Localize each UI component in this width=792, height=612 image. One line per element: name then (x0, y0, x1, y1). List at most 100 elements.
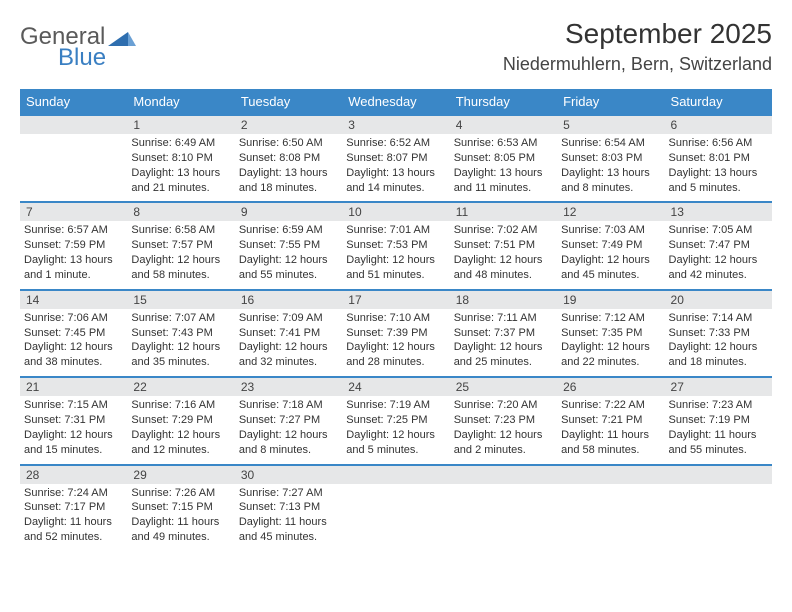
day-number: 7 (20, 202, 127, 221)
daynum-row: 14151617181920 (20, 290, 772, 309)
day-cell: Sunrise: 6:53 AMSunset: 8:05 PMDaylight:… (450, 134, 557, 202)
calendar-table: Sunday Monday Tuesday Wednesday Thursday… (20, 89, 772, 551)
sunset-text: Sunset: 7:23 PM (454, 413, 553, 428)
sunrise-text: Sunrise: 7:06 AM (24, 311, 123, 326)
daylight-text: Daylight: 11 hours and 49 minutes. (131, 515, 230, 545)
sunrise-text: Sunrise: 7:24 AM (24, 486, 123, 501)
day-cell: Sunrise: 7:18 AMSunset: 7:27 PMDaylight:… (235, 396, 342, 464)
sunrise-text: Sunrise: 7:11 AM (454, 311, 553, 326)
sunset-text: Sunset: 7:55 PM (239, 238, 338, 253)
day-number: 4 (450, 115, 557, 134)
day-number: 13 (665, 202, 772, 221)
daylight-text: Daylight: 12 hours and 25 minutes. (454, 340, 553, 370)
daylight-text: Daylight: 12 hours and 12 minutes. (131, 428, 230, 458)
sunset-text: Sunset: 8:08 PM (239, 151, 338, 166)
daynum-row: 282930 (20, 465, 772, 484)
day-number: 11 (450, 202, 557, 221)
day-cell: Sunrise: 7:27 AMSunset: 7:13 PMDaylight:… (235, 484, 342, 551)
weekday-header: Thursday (450, 89, 557, 115)
daynum-row: 123456 (20, 115, 772, 134)
sunset-text: Sunset: 7:43 PM (131, 326, 230, 341)
sunset-text: Sunset: 7:59 PM (24, 238, 123, 253)
day-cell: Sunrise: 6:54 AMSunset: 8:03 PMDaylight:… (557, 134, 664, 202)
location-label: Niedermuhlern, Bern, Switzerland (503, 54, 772, 75)
day-cell: Sunrise: 7:16 AMSunset: 7:29 PMDaylight:… (127, 396, 234, 464)
sunset-text: Sunset: 7:49 PM (561, 238, 660, 253)
daylight-text: Daylight: 12 hours and 8 minutes. (239, 428, 338, 458)
daylight-text: Daylight: 13 hours and 21 minutes. (131, 166, 230, 196)
day-number: 17 (342, 290, 449, 309)
day-cell: Sunrise: 7:20 AMSunset: 7:23 PMDaylight:… (450, 396, 557, 464)
daylight-text: Daylight: 12 hours and 38 minutes. (24, 340, 123, 370)
daylight-text: Daylight: 12 hours and 28 minutes. (346, 340, 445, 370)
daylight-text: Daylight: 11 hours and 52 minutes. (24, 515, 123, 545)
brand-word2: Blue (58, 45, 106, 70)
daylight-text: Daylight: 13 hours and 11 minutes. (454, 166, 553, 196)
day-number: 29 (127, 465, 234, 484)
sunset-text: Sunset: 7:31 PM (24, 413, 123, 428)
weekday-header-row: Sunday Monday Tuesday Wednesday Thursday… (20, 89, 772, 115)
day-cell: Sunrise: 6:56 AMSunset: 8:01 PMDaylight:… (665, 134, 772, 202)
day-number: 28 (20, 465, 127, 484)
day-cell: Sunrise: 7:23 AMSunset: 7:19 PMDaylight:… (665, 396, 772, 464)
day-number: 6 (665, 115, 772, 134)
sunset-text: Sunset: 7:25 PM (346, 413, 445, 428)
day-number: 30 (235, 465, 342, 484)
day-number (557, 465, 664, 484)
sunset-text: Sunset: 7:41 PM (239, 326, 338, 341)
sunrise-text: Sunrise: 7:20 AM (454, 398, 553, 413)
day-number: 3 (342, 115, 449, 134)
month-title: September 2025 (503, 18, 772, 50)
day-cell: Sunrise: 6:58 AMSunset: 7:57 PMDaylight:… (127, 221, 234, 289)
day-number: 24 (342, 377, 449, 396)
day-number: 12 (557, 202, 664, 221)
brand-mark-icon (108, 28, 136, 53)
day-number: 25 (450, 377, 557, 396)
weekday-header: Tuesday (235, 89, 342, 115)
day-cell: Sunrise: 7:01 AMSunset: 7:53 PMDaylight:… (342, 221, 449, 289)
sunrise-text: Sunrise: 7:05 AM (669, 223, 768, 238)
daylight-text: Daylight: 12 hours and 5 minutes. (346, 428, 445, 458)
sunrise-text: Sunrise: 6:59 AM (239, 223, 338, 238)
weekday-header: Friday (557, 89, 664, 115)
weekday-header: Sunday (20, 89, 127, 115)
day-number: 5 (557, 115, 664, 134)
sunrise-text: Sunrise: 7:14 AM (669, 311, 768, 326)
day-cell: Sunrise: 6:50 AMSunset: 8:08 PMDaylight:… (235, 134, 342, 202)
daylight-text: Daylight: 11 hours and 45 minutes. (239, 515, 338, 545)
sunrise-text: Sunrise: 6:52 AM (346, 136, 445, 151)
sunset-text: Sunset: 7:29 PM (131, 413, 230, 428)
sunrise-text: Sunrise: 6:50 AM (239, 136, 338, 151)
sunrise-text: Sunrise: 7:10 AM (346, 311, 445, 326)
day-number: 23 (235, 377, 342, 396)
daylight-text: Daylight: 12 hours and 48 minutes. (454, 253, 553, 283)
daylight-text: Daylight: 12 hours and 51 minutes. (346, 253, 445, 283)
sunset-text: Sunset: 8:07 PM (346, 151, 445, 166)
day-cell: Sunrise: 6:49 AMSunset: 8:10 PMDaylight:… (127, 134, 234, 202)
sunset-text: Sunset: 7:57 PM (131, 238, 230, 253)
daylight-text: Daylight: 12 hours and 45 minutes. (561, 253, 660, 283)
day-cell: Sunrise: 7:07 AMSunset: 7:43 PMDaylight:… (127, 309, 234, 377)
sunset-text: Sunset: 7:47 PM (669, 238, 768, 253)
day-cell: Sunrise: 7:19 AMSunset: 7:25 PMDaylight:… (342, 396, 449, 464)
sunset-text: Sunset: 7:13 PM (239, 500, 338, 515)
sunset-text: Sunset: 7:33 PM (669, 326, 768, 341)
brand-logo: General Blue (20, 18, 136, 70)
sunset-text: Sunset: 7:35 PM (561, 326, 660, 341)
day-cell: Sunrise: 6:59 AMSunset: 7:55 PMDaylight:… (235, 221, 342, 289)
sunset-text: Sunset: 7:37 PM (454, 326, 553, 341)
day-number: 18 (450, 290, 557, 309)
sunrise-text: Sunrise: 7:12 AM (561, 311, 660, 326)
day-number (342, 465, 449, 484)
day-number: 19 (557, 290, 664, 309)
day-cell: Sunrise: 7:12 AMSunset: 7:35 PMDaylight:… (557, 309, 664, 377)
sunset-text: Sunset: 7:17 PM (24, 500, 123, 515)
day-number: 14 (20, 290, 127, 309)
sunset-text: Sunset: 7:53 PM (346, 238, 445, 253)
sunrise-text: Sunrise: 6:49 AM (131, 136, 230, 151)
day-number: 2 (235, 115, 342, 134)
daylight-text: Daylight: 12 hours and 58 minutes. (131, 253, 230, 283)
day-cell: Sunrise: 7:22 AMSunset: 7:21 PMDaylight:… (557, 396, 664, 464)
daylight-text: Daylight: 12 hours and 2 minutes. (454, 428, 553, 458)
day-number: 21 (20, 377, 127, 396)
